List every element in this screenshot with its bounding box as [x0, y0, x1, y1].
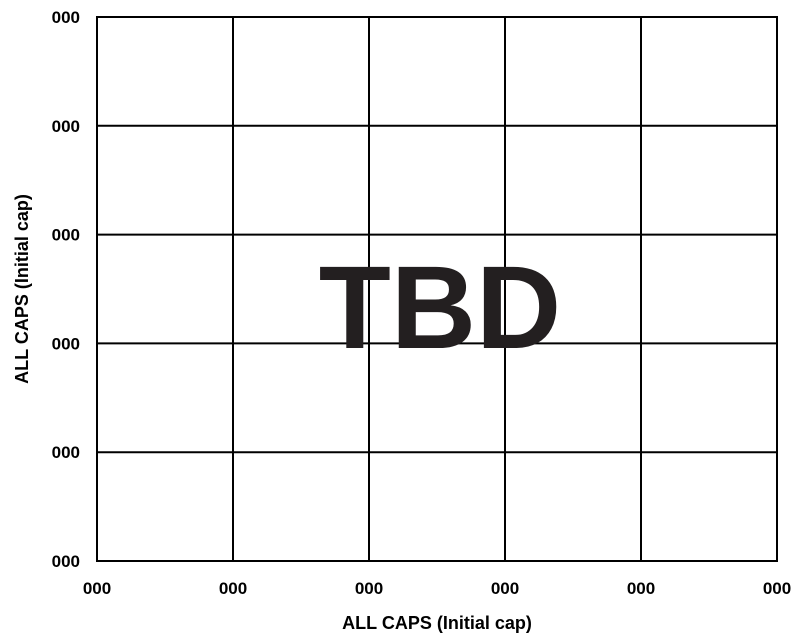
x-tick-label: 000 [83, 579, 111, 598]
x-tick-label: 000 [219, 579, 247, 598]
y-tick-label: 000 [52, 443, 80, 462]
y-tick-label: 000 [52, 334, 80, 353]
y-tick-label: 000 [52, 552, 80, 571]
y-axis-label: ALL CAPS (Initial cap) [12, 194, 32, 384]
x-tick-label: 000 [355, 579, 383, 598]
x-tick-label: 000 [627, 579, 655, 598]
x-tick-label: 000 [491, 579, 519, 598]
tbd-annotation: TBD [319, 242, 562, 374]
x-tick-label: 000 [763, 579, 791, 598]
grid-lines [97, 17, 777, 561]
plot-frame [96, 16, 778, 562]
y-tick-labels: 000 000 000 000 000 000 [52, 8, 80, 571]
y-tick-label: 000 [52, 8, 80, 27]
y-tick-label: 000 [52, 226, 80, 245]
x-tick-labels: 000 000 000 000 000 000 [83, 579, 791, 598]
x-axis-label: ALL CAPS (Initial cap) [342, 613, 532, 633]
y-tick-label: 000 [52, 117, 80, 136]
